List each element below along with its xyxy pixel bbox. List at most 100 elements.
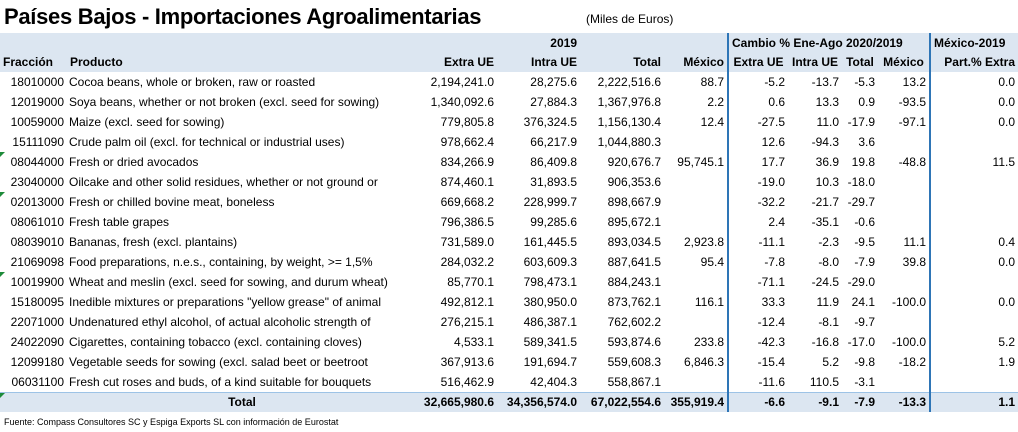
cell-chg-intra-ue[interactable]: -21.7 bbox=[788, 192, 842, 212]
cell-producto[interactable]: Food preparations, n.e.s., containing, b… bbox=[67, 252, 417, 272]
cell-chg-intra-ue[interactable]: 110.5 bbox=[788, 372, 842, 392]
cell-mexico[interactable]: 95.4 bbox=[664, 252, 728, 272]
cell-chg-total[interactable]: 3.6 bbox=[842, 132, 878, 152]
cell-chg-mexico[interactable]: -93.5 bbox=[878, 92, 930, 112]
cell-chg-mexico[interactable] bbox=[878, 272, 930, 292]
cell-part-extra[interactable]: 1.9 bbox=[929, 352, 1018, 372]
cell-chg-mexico[interactable]: -100.0 bbox=[878, 332, 930, 352]
cell-mexico[interactable]: 88.7 bbox=[664, 72, 728, 92]
cell-extra-ue[interactable]: 85,770.1 bbox=[417, 272, 497, 292]
col-header-extra-ue[interactable]: Extra UE bbox=[417, 52, 497, 72]
cell-chg-mexico[interactable]: -100.0 bbox=[878, 292, 930, 312]
cell-intra-ue[interactable]: 99,285.6 bbox=[497, 212, 580, 232]
cell-chg-total[interactable]: 0.9 bbox=[842, 92, 878, 112]
total-total[interactable]: 67,022,554.6 bbox=[580, 391, 664, 412]
total-chg-total[interactable]: -7.9 bbox=[842, 391, 878, 412]
cell-chg-intra-ue[interactable]: -16.8 bbox=[788, 332, 842, 352]
cell-chg-extra-ue[interactable]: -19.0 bbox=[727, 172, 788, 192]
cell-chg-intra-ue[interactable]: -2.3 bbox=[788, 232, 842, 252]
cell-intra-ue[interactable]: 486,387.1 bbox=[497, 312, 580, 332]
cell-part-extra[interactable] bbox=[929, 312, 1018, 332]
cell-fraccion[interactable]: 12019000 bbox=[0, 92, 67, 112]
col-header-chg-total[interactable]: Total bbox=[842, 52, 878, 72]
cell-producto[interactable]: Cigarettes, containing tobacco (excl. co… bbox=[67, 332, 417, 352]
cell-total[interactable]: 1,044,880.3 bbox=[580, 132, 664, 152]
cell-mexico[interactable]: 233.8 bbox=[664, 332, 728, 352]
cell-mexico[interactable] bbox=[664, 172, 728, 192]
cell-chg-mexico[interactable]: -97.1 bbox=[878, 112, 930, 132]
cell-chg-extra-ue[interactable]: -42.3 bbox=[727, 332, 788, 352]
cell-fraccion[interactable]: 12099180 bbox=[0, 352, 67, 372]
total-intra-ue[interactable]: 34,356,574.0 bbox=[497, 391, 580, 412]
cell-mexico[interactable] bbox=[664, 192, 728, 212]
cell-chg-intra-ue[interactable]: -24.5 bbox=[788, 272, 842, 292]
cell-total[interactable]: 893,034.5 bbox=[580, 232, 664, 252]
cell-extra-ue[interactable]: 874,460.1 bbox=[417, 172, 497, 192]
cell-part-extra[interactable] bbox=[929, 192, 1018, 212]
cell-intra-ue[interactable]: 228,999.7 bbox=[497, 192, 580, 212]
cell-mexico[interactable] bbox=[664, 312, 728, 332]
cell-part-extra[interactable] bbox=[929, 212, 1018, 232]
cell-fraccion[interactable]: 15111090 bbox=[0, 132, 67, 152]
cell-mexico[interactable]: 12.4 bbox=[664, 112, 728, 132]
cell-producto[interactable]: Fresh table grapes bbox=[67, 212, 417, 232]
cell-intra-ue[interactable]: 28,275.6 bbox=[497, 72, 580, 92]
cell-total[interactable]: 593,874.6 bbox=[580, 332, 664, 352]
cell-chg-extra-ue[interactable]: -12.4 bbox=[727, 312, 788, 332]
cell-chg-mexico[interactable] bbox=[878, 132, 930, 152]
cell-chg-intra-ue[interactable]: -94.3 bbox=[788, 132, 842, 152]
col-header-chg-intra-ue[interactable]: Intra UE bbox=[788, 52, 842, 72]
cell-chg-mexico[interactable]: -48.8 bbox=[878, 152, 930, 172]
cell-chg-extra-ue[interactable]: -27.5 bbox=[727, 112, 788, 132]
cell-chg-total[interactable]: -18.0 bbox=[842, 172, 878, 192]
cell-chg-intra-ue[interactable]: -35.1 bbox=[788, 212, 842, 232]
cell-chg-intra-ue[interactable]: 10.3 bbox=[788, 172, 842, 192]
cell-extra-ue[interactable]: 978,662.4 bbox=[417, 132, 497, 152]
cell-extra-ue[interactable]: 2,194,241.0 bbox=[417, 72, 497, 92]
cell-fraccion[interactable]: 24022090 bbox=[0, 332, 67, 352]
cell-total[interactable]: 895,672.1 bbox=[580, 212, 664, 232]
col-header-fraccion[interactable]: Fracción bbox=[0, 52, 67, 72]
col-header-part-extra[interactable]: Part.% Extra bbox=[929, 52, 1018, 72]
cell-fraccion[interactable]: 15180095 bbox=[0, 292, 67, 312]
cell-chg-intra-ue[interactable]: 11.9 bbox=[788, 292, 842, 312]
cell-chg-intra-ue[interactable]: -13.7 bbox=[788, 72, 842, 92]
cell-intra-ue[interactable]: 376,324.5 bbox=[497, 112, 580, 132]
cell-chg-mexico[interactable] bbox=[878, 172, 930, 192]
cell-intra-ue[interactable]: 86,409.8 bbox=[497, 152, 580, 172]
total-mexico[interactable]: 355,919.4 bbox=[664, 391, 728, 412]
cell-intra-ue[interactable]: 27,884.3 bbox=[497, 92, 580, 112]
cell-fraccion[interactable]: 23040000 bbox=[0, 172, 67, 192]
cell-part-extra[interactable]: 0.0 bbox=[929, 112, 1018, 132]
cell-fraccion[interactable]: 10059000 bbox=[0, 112, 67, 132]
cell-chg-extra-ue[interactable]: -11.6 bbox=[727, 372, 788, 392]
cell-producto[interactable]: Fresh or chilled bovine meat, boneless bbox=[67, 192, 417, 212]
cell-chg-intra-ue[interactable]: 13.3 bbox=[788, 92, 842, 112]
cell-total[interactable]: 898,667.9 bbox=[580, 192, 664, 212]
cell-mexico[interactable]: 2,923.8 bbox=[664, 232, 728, 252]
cell-part-extra[interactable]: 0.0 bbox=[929, 292, 1018, 312]
cell-intra-ue[interactable]: 798,473.1 bbox=[497, 272, 580, 292]
cell-chg-intra-ue[interactable]: 36.9 bbox=[788, 152, 842, 172]
cell-total[interactable]: 887,641.5 bbox=[580, 252, 664, 272]
cell-chg-intra-ue[interactable]: -8.1 bbox=[788, 312, 842, 332]
cell-producto[interactable]: Inedible mixtures or preparations "yello… bbox=[67, 292, 417, 312]
cell-chg-total[interactable]: -7.9 bbox=[842, 252, 878, 272]
cell-intra-ue[interactable]: 42,404.3 bbox=[497, 372, 580, 392]
cell-fraccion[interactable]: 02013000 bbox=[0, 192, 67, 212]
cell-part-extra[interactable] bbox=[929, 172, 1018, 192]
col-header-producto[interactable]: Producto bbox=[67, 52, 417, 72]
cell-total-label[interactable]: Total bbox=[67, 391, 417, 412]
cell-chg-mexico[interactable] bbox=[878, 372, 930, 392]
cell-producto[interactable]: Crude palm oil (excl. for technical or i… bbox=[67, 132, 417, 152]
cell-fraccion[interactable]: 08061010 bbox=[0, 212, 67, 232]
cell-total[interactable]: 920,676.7 bbox=[580, 152, 664, 172]
cell-extra-ue[interactable]: 284,032.2 bbox=[417, 252, 497, 272]
cell-mexico[interactable]: 95,745.1 bbox=[664, 152, 728, 172]
cell-extra-ue[interactable]: 492,812.1 bbox=[417, 292, 497, 312]
cell-producto[interactable]: Fresh cut roses and buds, of a kind suit… bbox=[67, 372, 417, 392]
cell-extra-ue[interactable]: 276,215.1 bbox=[417, 312, 497, 332]
total-extra-ue[interactable]: 32,665,980.6 bbox=[417, 391, 497, 412]
col-header-total[interactable]: Total bbox=[580, 52, 664, 72]
cell-part-extra[interactable]: 0.0 bbox=[929, 92, 1018, 112]
